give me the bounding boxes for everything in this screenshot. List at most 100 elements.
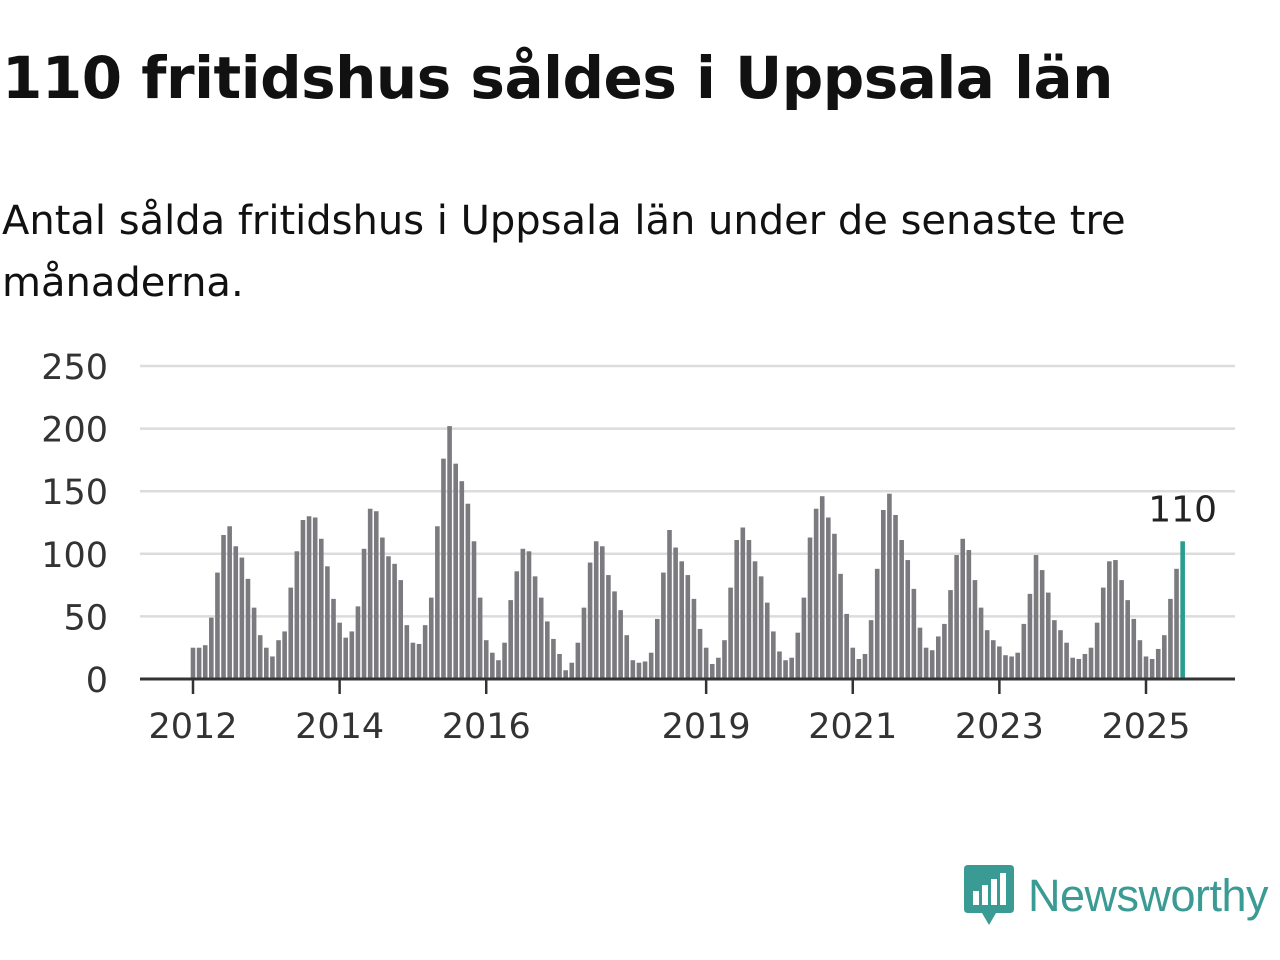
bar [349, 631, 355, 679]
bar [990, 640, 996, 679]
bar [648, 652, 654, 679]
bar [227, 526, 232, 679]
bar [239, 557, 245, 679]
bar [465, 503, 471, 679]
bar [245, 578, 251, 679]
bar [435, 526, 440, 679]
bar [514, 571, 520, 679]
bar [331, 598, 336, 679]
bar-highlight [1180, 541, 1185, 679]
data-label-latest: 110 [1148, 489, 1217, 530]
bar-chart: 0 50 100 150 200 250 2012 2014 2016 2019 2021 2023… [41, 348, 1235, 747]
bar [453, 463, 458, 679]
bar [893, 514, 898, 679]
bar [538, 597, 544, 679]
bar [1027, 593, 1033, 679]
bar [728, 587, 733, 679]
bar [813, 508, 819, 679]
bar [1137, 640, 1143, 679]
bar [942, 623, 947, 679]
bar [416, 643, 422, 679]
bar [428, 597, 434, 679]
bar [1015, 652, 1021, 679]
x-tick-label: 2023 [955, 707, 1044, 747]
bar [215, 572, 220, 679]
bar [545, 621, 550, 679]
bar [575, 642, 581, 679]
bar [685, 575, 691, 679]
bar [202, 645, 208, 679]
bar [392, 563, 397, 679]
bar [600, 546, 605, 679]
bar [673, 547, 678, 679]
bar [1039, 570, 1045, 679]
bar [1052, 620, 1057, 679]
bar [606, 575, 611, 679]
bar [887, 493, 892, 679]
bar [838, 573, 843, 679]
bar [459, 481, 465, 679]
bar [654, 618, 660, 679]
bar [471, 541, 477, 679]
bar [1076, 658, 1082, 679]
bar [306, 516, 312, 679]
bar [929, 650, 935, 679]
x-tick-label: 2021 [808, 707, 897, 747]
bar [923, 647, 929, 679]
bar [703, 647, 709, 679]
bar [966, 550, 972, 679]
bar [832, 533, 837, 679]
bar [1168, 598, 1173, 679]
x-tick-label: 2016 [442, 707, 531, 747]
bar [410, 642, 416, 679]
bar [948, 590, 953, 679]
bar [288, 587, 294, 679]
bar [380, 537, 385, 679]
bar [642, 661, 648, 679]
bar [764, 602, 770, 679]
bar [722, 640, 727, 679]
bar [935, 636, 941, 679]
bar [557, 653, 562, 679]
bar [844, 613, 849, 679]
bar [1094, 622, 1100, 679]
bar [1100, 587, 1106, 679]
bar [367, 508, 373, 679]
bar [294, 551, 300, 679]
bar [318, 538, 324, 679]
bar [954, 555, 959, 679]
bar [337, 622, 342, 679]
y-axis-ticks: 0 50 100 150 200 250 [41, 348, 108, 701]
bar [758, 576, 764, 679]
newsworthy-chart-icon [964, 865, 1014, 925]
bar [746, 540, 752, 679]
bar [636, 662, 642, 679]
bar [587, 562, 593, 679]
bar [447, 426, 452, 679]
bar [483, 640, 489, 679]
bar [532, 576, 538, 679]
bar [850, 647, 856, 679]
brand-name: Newsworthy [1028, 870, 1269, 921]
bar [997, 646, 1002, 679]
bar [276, 640, 281, 679]
bar [826, 517, 831, 679]
bar [801, 597, 807, 679]
bar [1009, 656, 1014, 679]
bar [251, 607, 257, 679]
bar [398, 580, 404, 679]
bar [422, 625, 428, 679]
bar [1113, 560, 1118, 679]
bar [795, 632, 801, 679]
bar [196, 647, 202, 679]
x-tick-label: 2012 [148, 707, 237, 747]
chart-title: 110 fritidshus såldes i Uppsala län [2, 44, 1113, 112]
bar [361, 548, 367, 679]
bar [1088, 647, 1094, 679]
bar [1162, 635, 1167, 679]
bar [789, 657, 794, 679]
bar [740, 527, 746, 679]
chart-subtitle: Antal sålda fritidshus i Uppsala län und… [2, 198, 1126, 306]
bar [862, 653, 868, 679]
bar [1045, 592, 1051, 679]
